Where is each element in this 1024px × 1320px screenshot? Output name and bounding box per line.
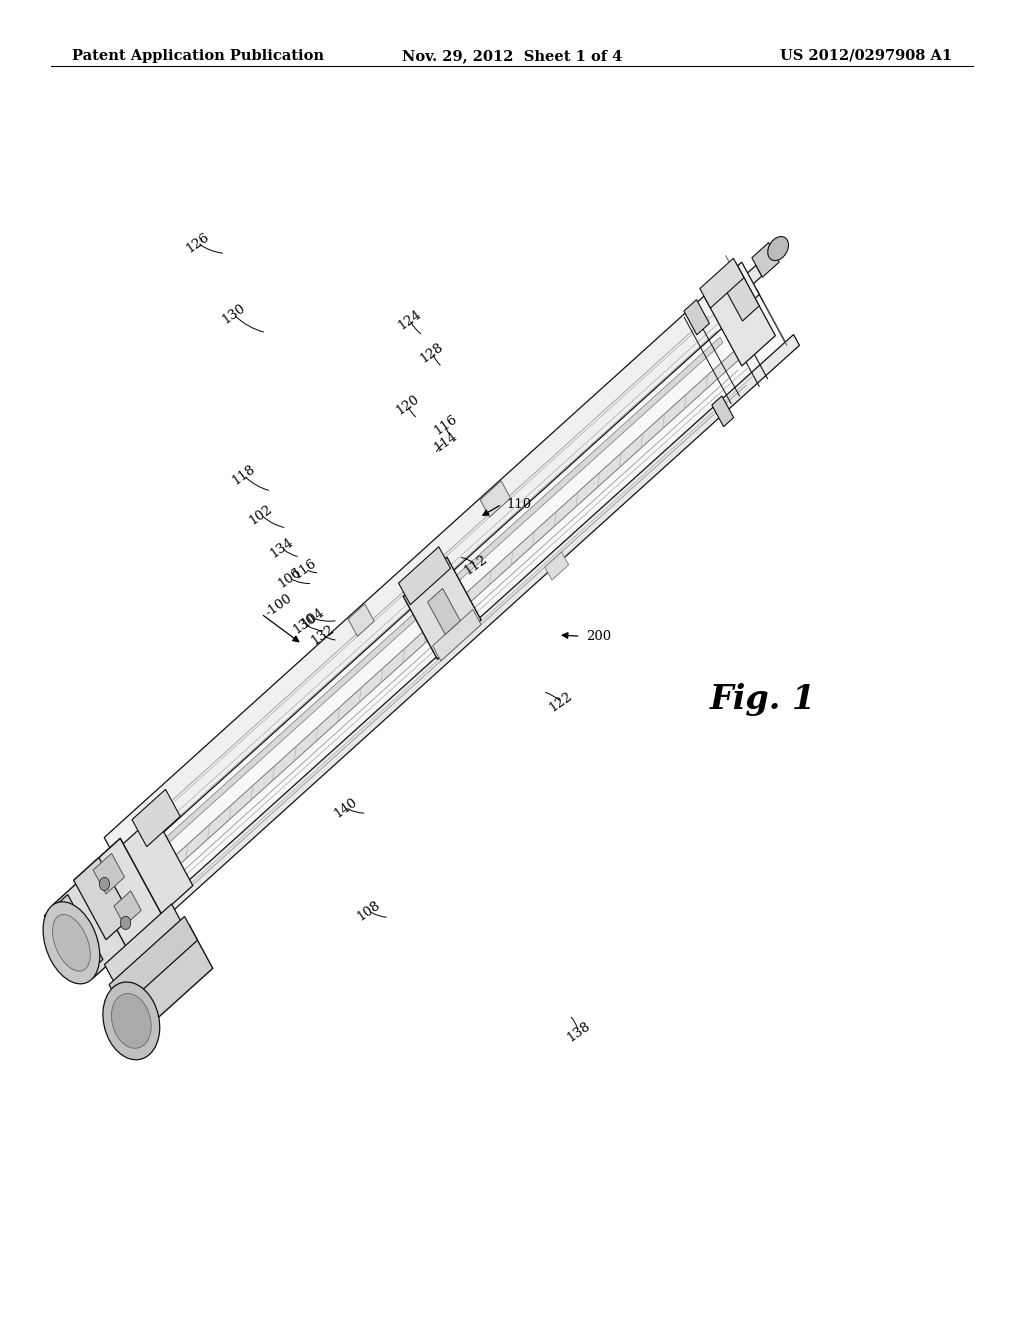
Polygon shape: [53, 874, 127, 978]
Text: 118: 118: [229, 463, 258, 487]
Polygon shape: [121, 816, 193, 916]
Text: 110: 110: [507, 498, 532, 511]
Polygon shape: [699, 259, 744, 308]
Polygon shape: [119, 289, 788, 924]
Text: 130: 130: [219, 301, 248, 327]
Polygon shape: [44, 895, 103, 981]
Circle shape: [99, 878, 110, 891]
Polygon shape: [703, 265, 775, 366]
Text: 112: 112: [462, 553, 490, 577]
Polygon shape: [139, 334, 800, 936]
Text: 124: 124: [395, 308, 424, 331]
Text: 116: 116: [291, 556, 319, 582]
Polygon shape: [712, 396, 733, 426]
Text: 102: 102: [247, 503, 275, 527]
Text: 138: 138: [564, 1019, 593, 1045]
Text: 114: 114: [431, 430, 460, 454]
Polygon shape: [403, 557, 481, 659]
Text: 128: 128: [418, 341, 446, 364]
Text: Nov. 29, 2012  Sheet 1 of 4: Nov. 29, 2012 Sheet 1 of 4: [401, 49, 623, 63]
Polygon shape: [101, 265, 762, 867]
Text: -100: -100: [262, 591, 294, 619]
Polygon shape: [167, 337, 723, 842]
Polygon shape: [719, 263, 759, 321]
Text: 104: 104: [298, 606, 327, 630]
Text: 120: 120: [393, 393, 422, 417]
Polygon shape: [480, 480, 511, 517]
Polygon shape: [93, 854, 125, 894]
Text: Fig. 1: Fig. 1: [710, 684, 816, 715]
Ellipse shape: [112, 994, 152, 1048]
Polygon shape: [752, 243, 779, 277]
Text: 116: 116: [431, 412, 460, 438]
Ellipse shape: [43, 902, 99, 983]
Ellipse shape: [52, 915, 90, 972]
Polygon shape: [428, 589, 461, 635]
Text: 140: 140: [332, 796, 360, 820]
Polygon shape: [398, 546, 451, 605]
Polygon shape: [74, 838, 164, 961]
Text: 108: 108: [354, 899, 383, 923]
Text: 134: 134: [267, 535, 296, 561]
Polygon shape: [432, 610, 481, 661]
Text: 130: 130: [291, 611, 319, 638]
Polygon shape: [160, 341, 752, 879]
Text: 122: 122: [547, 690, 575, 714]
Text: 132: 132: [308, 622, 337, 648]
Text: 200: 200: [586, 630, 611, 643]
Polygon shape: [110, 916, 198, 1008]
Polygon shape: [114, 891, 141, 925]
Ellipse shape: [103, 982, 160, 1060]
Polygon shape: [545, 552, 568, 579]
Polygon shape: [132, 789, 180, 846]
Polygon shape: [74, 858, 131, 940]
Ellipse shape: [768, 236, 788, 260]
Text: Patent Application Publication: Patent Application Publication: [72, 49, 324, 63]
Polygon shape: [105, 925, 213, 1044]
Text: US 2012/0297908 A1: US 2012/0297908 A1: [780, 49, 952, 63]
Text: 126: 126: [183, 230, 212, 256]
Text: 106: 106: [275, 565, 304, 591]
Polygon shape: [104, 904, 183, 986]
Polygon shape: [684, 300, 710, 335]
Circle shape: [121, 916, 131, 929]
Polygon shape: [348, 603, 374, 636]
Polygon shape: [104, 263, 760, 870]
